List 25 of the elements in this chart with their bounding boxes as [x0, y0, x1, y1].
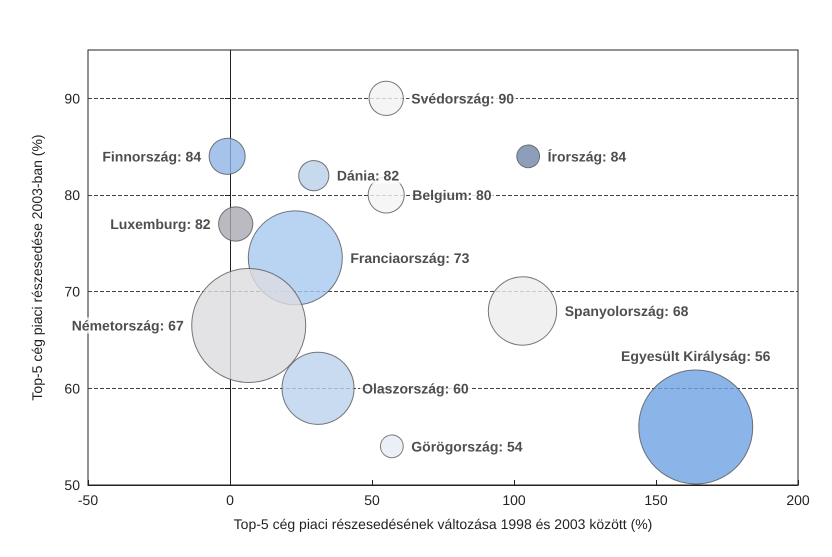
annotation: Belgium: 80	[412, 187, 492, 203]
y-tick-label: 60	[64, 380, 80, 396]
y-tick-label: 50	[64, 477, 80, 493]
y-tick-label: 80	[64, 187, 80, 203]
x-tick-label: 150	[644, 492, 668, 508]
annotation: Németország: 67	[72, 318, 184, 334]
annotation: Svédország: 90	[411, 90, 514, 106]
annotation: Finnország: 84	[102, 148, 202, 164]
y-tick-label: 70	[64, 284, 80, 300]
x-tick-label: 200	[786, 492, 810, 508]
y-tick-label: 90	[64, 90, 80, 106]
annotation: Görögország: 54	[411, 438, 523, 454]
annotation: Olaszország: 60	[362, 380, 469, 396]
annotation: Spanyolország: 68	[564, 303, 689, 319]
y-axis-title: Top-5 cég piaci részesedése 2003-ban (%)	[29, 134, 45, 401]
annotation: Írország: 84	[548, 148, 626, 164]
annotation: Dánia: 82	[336, 168, 400, 184]
annotation: Egyesült Királyság: 56	[621, 348, 771, 364]
x-axis-title: Top-5 cég piaci részesedésének változása 1998 és 2003 között (%)	[234, 516, 652, 532]
x-tick-label: -50	[78, 492, 98, 508]
x-tick-label: 100	[502, 492, 526, 508]
annotation: Franciaország: 73	[350, 250, 470, 266]
annotation: Luxemburg: 82	[110, 216, 211, 232]
x-tick-label: 50	[364, 492, 380, 508]
x-tick-label: 0	[226, 492, 234, 508]
